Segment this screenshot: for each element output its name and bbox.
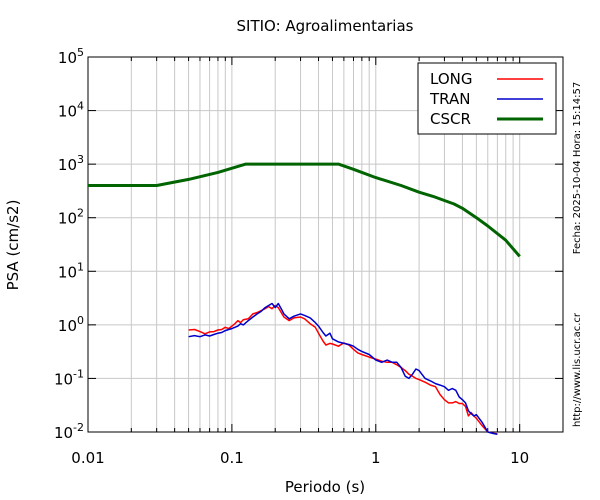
y-tick-label: 103 <box>58 153 84 174</box>
grid <box>87 56 564 433</box>
date-time-stamp: Fecha: 2025-10-04 Hora: 15:14:57 <box>572 82 583 255</box>
x-tick-label: 10 <box>510 449 529 467</box>
legend-label: CSCR <box>430 110 471 128</box>
series-line-cscr <box>88 162 521 258</box>
chart-title: SITIO: Agroalimentarias <box>237 17 414 35</box>
series <box>88 162 521 435</box>
y-tick-label: 104 <box>58 100 84 121</box>
y-tick-label: 105 <box>58 46 84 67</box>
series-line-tran <box>188 302 498 435</box>
x-axis-label: Periodo (s) <box>285 478 365 496</box>
y-tick-label: 101 <box>58 260 84 281</box>
legend-label: TRAN <box>429 90 470 108</box>
y-tick-label: 10-1 <box>54 367 84 388</box>
y-axis-label: PSA (cm/s2) <box>4 200 22 291</box>
source-url: http://www.lis.ucr.ac.cr <box>572 312 583 427</box>
y-tick-label: 102 <box>58 207 84 228</box>
y-tick-label: 100 <box>58 314 84 335</box>
plot-frame <box>87 56 564 433</box>
y-tick-label: 10-2 <box>54 421 84 442</box>
x-tick-label: 0.1 <box>220 449 244 467</box>
legend: LONG TRAN CSCR <box>417 62 557 135</box>
x-tick-label: 1 <box>371 449 381 467</box>
series-line-long <box>188 304 498 435</box>
axes: 0.01 0.1 1 10 10-2 10-1 100 101 102 103 104 105 <box>54 46 564 467</box>
legend-label: LONG <box>430 70 472 88</box>
x-tick-label: 0.01 <box>71 449 104 467</box>
